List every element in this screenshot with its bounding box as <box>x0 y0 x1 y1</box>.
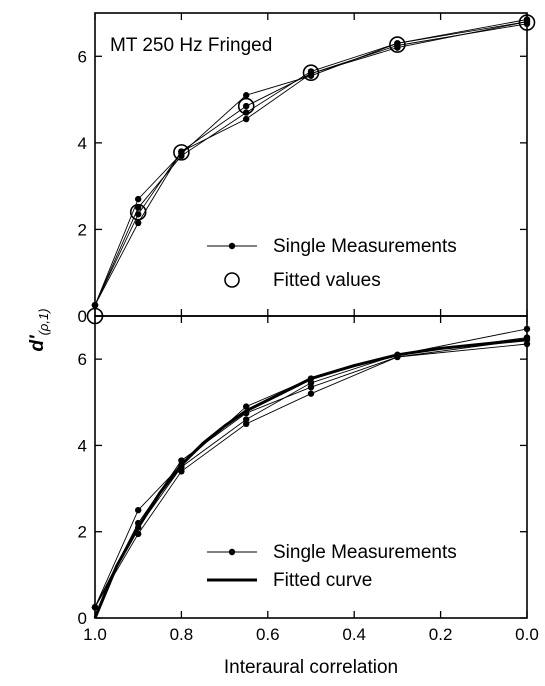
top-fitted-value-marker <box>173 144 190 161</box>
bot-data-point <box>307 379 315 387</box>
bot-data-point <box>523 340 531 348</box>
bottom-legend-label-single: Single Measurements <box>273 542 457 563</box>
bot-xtick-label: 1.0 <box>83 625 107 644</box>
bottom-plot-frame <box>94 315 528 619</box>
bot-data-point <box>243 420 250 428</box>
top-ytick-label: 4 <box>78 134 87 153</box>
top-measurement-lines <box>94 19 528 306</box>
bot-xtick-label: 0.0 <box>515 625 539 644</box>
bot-ytick-label: 0 <box>78 609 87 628</box>
bottom-measurement-points <box>91 325 531 611</box>
y-axis-label-subscript: (ρ,1) <box>36 308 51 335</box>
top-data-point <box>394 40 401 47</box>
bottom-fitted-curve <box>93 338 528 619</box>
bot-ytick-label: 6 <box>78 350 87 369</box>
bottom-y-ticks: 0 2 4 6 <box>78 350 527 628</box>
top-ytick-label: 2 <box>78 220 87 239</box>
bot-ytick-label: 4 <box>78 436 87 455</box>
bottom-legend-point-sample <box>228 548 236 556</box>
top-series-line-1 <box>94 21 528 306</box>
y-axis-label-main: d' <box>27 334 48 352</box>
bot-data-point <box>135 506 142 514</box>
top-data-point <box>307 68 315 75</box>
bottom-legend: Single Measurements Fitted curve <box>207 542 457 591</box>
top-fitted-value-marker <box>129 203 147 221</box>
bot-data-point <box>523 325 531 333</box>
x-axis-label: Interaural correlation <box>224 657 398 678</box>
top-data-point <box>135 211 142 218</box>
top-data-point <box>243 115 250 123</box>
bottom-legend-label-fitted: Fitted curve <box>273 570 372 591</box>
bot-xtick-label: 0.2 <box>429 625 453 644</box>
top-data-point <box>243 92 250 99</box>
top-legend-label-single: Single Measurements <box>273 236 457 257</box>
top-panel-title: MT 250 Hz Fringed <box>110 35 272 56</box>
bot-data-point <box>243 403 250 410</box>
top-data-point <box>135 195 142 203</box>
top-x-ticks <box>94 13 528 316</box>
top-legend: Single Measurements Fitted values <box>207 236 457 291</box>
top-data-point <box>135 204 142 211</box>
bot-ytick-label: 2 <box>78 523 87 542</box>
bot-xtick-label: 0.4 <box>342 625 366 644</box>
bottom-measurement-lines <box>94 328 528 608</box>
top-series-line-2 <box>94 21 528 306</box>
bottom-panel: 0 2 4 6 1.0 0.8 0.6 0.4 0.2 0.0 Single Measureme… <box>78 315 539 644</box>
top-legend-label-fitted: Fitted values <box>273 270 381 291</box>
bottom-x-ticks: 1.0 0.8 0.6 0.4 0.2 0.0 <box>83 316 539 644</box>
bot-xtick-label: 0.6 <box>256 625 280 644</box>
top-fitted-value-marker <box>389 36 406 53</box>
bot-data-point <box>307 390 315 397</box>
y-axis-label: d'(ρ,1) <box>27 308 51 351</box>
top-fitted-value-marker <box>237 97 255 115</box>
top-data-point <box>91 301 99 309</box>
top-data-point <box>178 152 185 160</box>
top-series-line-3 <box>94 19 528 306</box>
bottom-fitted-curve-line <box>93 338 528 619</box>
svg-text:d'(ρ,1): d'(ρ,1) <box>27 308 51 351</box>
top-legend-point-sample <box>228 242 236 250</box>
bot-series-line-2 <box>94 328 528 608</box>
top-ytick-label: 0 <box>78 307 87 326</box>
top-y-ticks: 0 2 4 6 <box>78 47 527 326</box>
top-legend-circle-sample <box>224 272 240 288</box>
top-fitted-value-marker <box>302 64 320 82</box>
bot-xtick-label: 0.8 <box>170 625 194 644</box>
top-panel: 0 2 4 6 MT 250 Hz Fringed Single Measuremen… <box>78 12 536 326</box>
bot-data-point <box>91 604 99 611</box>
top-data-point <box>135 219 142 227</box>
top-ytick-label: 6 <box>78 47 87 66</box>
bot-data-point <box>178 468 185 475</box>
top-measurement-points <box>91 16 531 309</box>
top-data-point <box>243 102 250 110</box>
